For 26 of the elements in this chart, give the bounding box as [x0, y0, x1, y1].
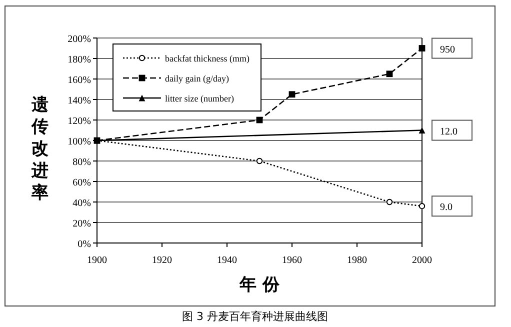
y-tick-label: 80%: [72, 157, 91, 168]
y-tick-label: 20%: [72, 218, 91, 230]
x-tick-label: 1920: [152, 255, 172, 266]
y-tick-label: 180%: [68, 54, 91, 66]
annotation: 950: [432, 38, 472, 59]
y-tick-label: 200%: [68, 34, 91, 45]
x-axis-title: 年 份: [238, 275, 280, 295]
y-tick-label: 0%: [78, 239, 91, 250]
y-tick-label: 40%: [72, 198, 91, 209]
y-tick-label: 100%: [68, 136, 91, 148]
caption: 图 3 丹麦百年育种进展曲线图: [182, 310, 328, 323]
annotation: 12.0: [432, 120, 472, 141]
x-tick-label: 1940: [217, 255, 237, 266]
y-axis-title: 遗传改进率: [30, 95, 48, 203]
y-tick-label: 140%: [68, 96, 91, 106]
legend-label: litter size (number): [165, 94, 234, 104]
x-tick-label: 1980: [347, 255, 367, 266]
x-tick-label: 1960: [282, 255, 302, 266]
x-tick-label: 1900: [87, 255, 107, 266]
annotation: 9.0: [432, 196, 472, 217]
legend-label: daily gain (g/day): [165, 74, 229, 84]
x-tick-label: 2000: [412, 255, 432, 266]
y-tick-label: 60%: [72, 178, 91, 188]
legend-label: backfat thickness (mm): [165, 54, 250, 64]
y-tick-label: 160%: [68, 75, 91, 86]
y-tick-label: 120%: [68, 116, 91, 127]
